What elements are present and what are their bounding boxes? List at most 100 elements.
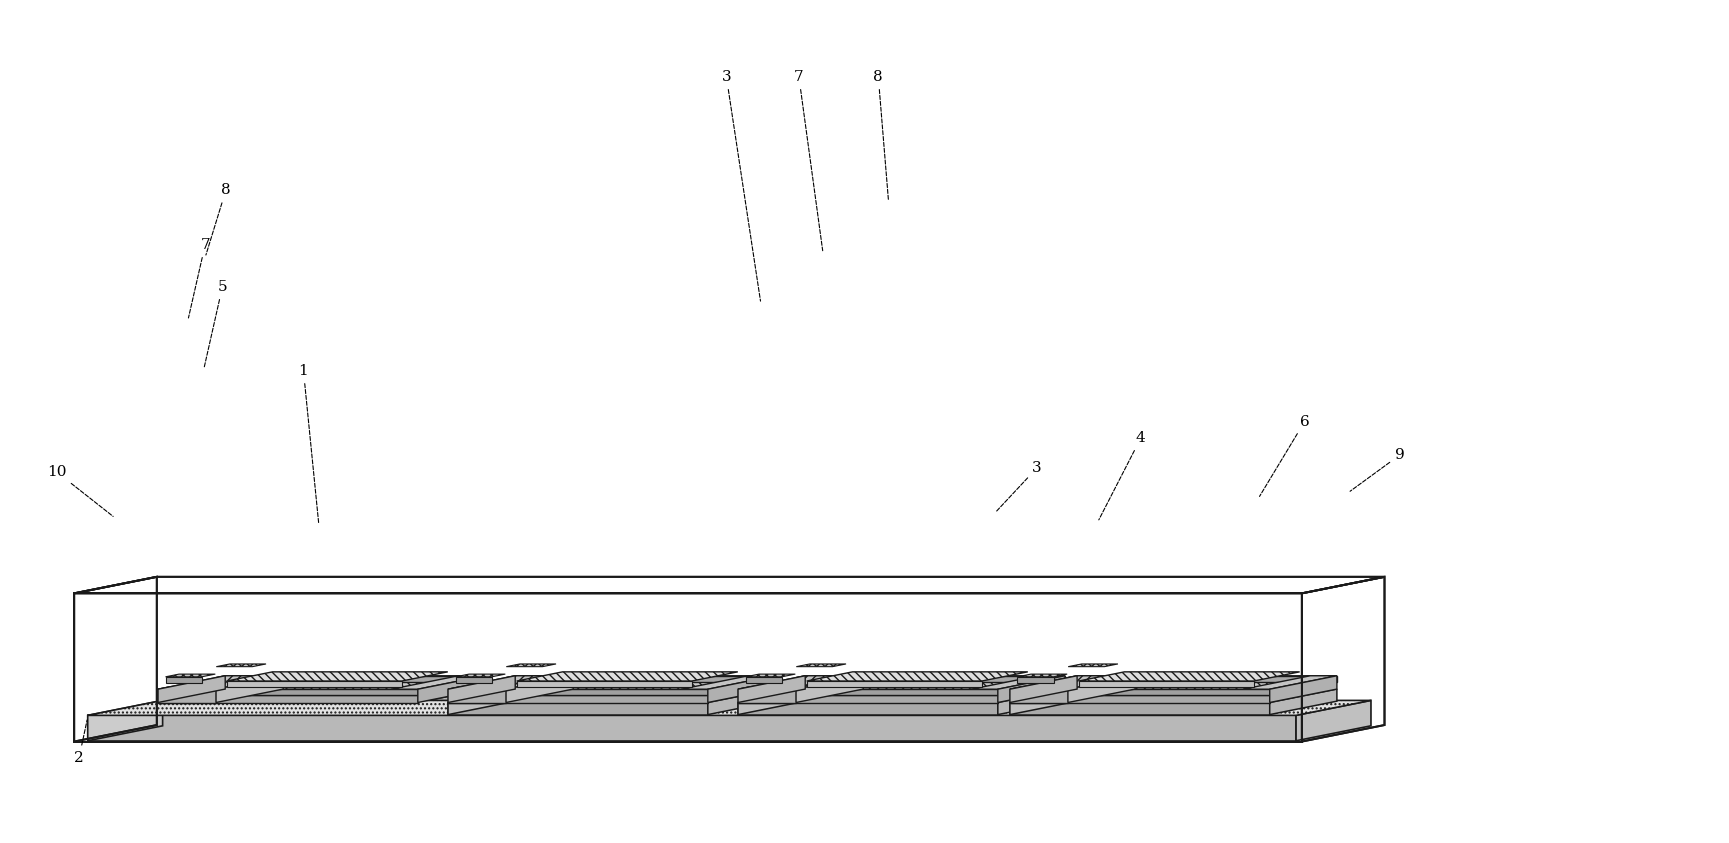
Polygon shape	[1243, 676, 1337, 690]
Text: 1: 1	[299, 364, 318, 524]
Polygon shape	[1297, 701, 1371, 741]
Polygon shape	[807, 672, 1027, 681]
Text: 3: 3	[996, 461, 1043, 512]
Text: 4: 4	[1100, 432, 1146, 520]
Polygon shape	[418, 689, 486, 715]
Polygon shape	[1010, 682, 1337, 695]
Polygon shape	[807, 681, 982, 687]
Polygon shape	[216, 664, 266, 667]
Polygon shape	[455, 674, 505, 677]
Polygon shape	[1067, 676, 1337, 678]
Polygon shape	[448, 689, 775, 702]
Polygon shape	[448, 676, 574, 690]
Polygon shape	[972, 676, 1065, 690]
Polygon shape	[806, 676, 1065, 682]
Polygon shape	[738, 682, 1065, 695]
Polygon shape	[795, 676, 1065, 678]
Polygon shape	[166, 674, 216, 677]
Polygon shape	[507, 664, 557, 667]
Text: 9: 9	[1350, 448, 1404, 491]
Polygon shape	[998, 689, 1065, 715]
Polygon shape	[738, 689, 806, 715]
Polygon shape	[448, 690, 707, 695]
Polygon shape	[738, 690, 795, 702]
Polygon shape	[157, 689, 225, 715]
Polygon shape	[1069, 676, 1136, 702]
Polygon shape	[738, 687, 1008, 690]
Polygon shape	[1010, 690, 1269, 695]
Polygon shape	[216, 676, 284, 702]
Polygon shape	[505, 676, 775, 678]
Polygon shape	[681, 676, 775, 690]
Polygon shape	[1017, 677, 1053, 683]
Polygon shape	[225, 676, 486, 682]
Polygon shape	[1010, 689, 1337, 702]
Text: 8: 8	[873, 70, 889, 201]
Polygon shape	[391, 676, 486, 690]
Polygon shape	[1010, 702, 1269, 715]
Polygon shape	[448, 687, 719, 690]
Polygon shape	[517, 672, 738, 681]
Polygon shape	[1069, 664, 1119, 667]
Text: 7: 7	[794, 70, 823, 250]
Polygon shape	[448, 682, 775, 695]
Polygon shape	[157, 687, 429, 690]
Polygon shape	[1010, 690, 1069, 702]
Polygon shape	[738, 689, 1065, 702]
Polygon shape	[738, 695, 998, 702]
Polygon shape	[745, 677, 782, 683]
Polygon shape	[738, 702, 998, 715]
Polygon shape	[707, 689, 775, 715]
Polygon shape	[1269, 689, 1337, 715]
Polygon shape	[157, 682, 486, 695]
Polygon shape	[797, 664, 845, 667]
Polygon shape	[1010, 687, 1281, 690]
Polygon shape	[448, 689, 515, 715]
Polygon shape	[738, 676, 806, 702]
Polygon shape	[517, 681, 692, 687]
Polygon shape	[448, 676, 515, 702]
Polygon shape	[507, 676, 574, 702]
Polygon shape	[214, 676, 486, 678]
Polygon shape	[448, 702, 707, 715]
Polygon shape	[157, 690, 216, 702]
Polygon shape	[226, 681, 401, 687]
Polygon shape	[88, 716, 1297, 741]
Polygon shape	[226, 672, 448, 681]
Polygon shape	[1010, 676, 1136, 690]
Text: 3: 3	[721, 70, 761, 301]
Polygon shape	[448, 690, 507, 702]
Text: 6: 6	[1259, 415, 1309, 497]
Polygon shape	[745, 674, 795, 677]
Polygon shape	[1010, 695, 1269, 702]
Polygon shape	[1079, 681, 1254, 687]
Polygon shape	[707, 676, 775, 702]
Text: 5: 5	[204, 280, 226, 368]
Text: 7: 7	[188, 238, 209, 318]
Polygon shape	[738, 676, 863, 690]
Polygon shape	[795, 676, 863, 702]
Polygon shape	[1079, 672, 1300, 681]
Polygon shape	[738, 690, 998, 695]
Polygon shape	[88, 701, 163, 741]
Text: 2: 2	[74, 720, 86, 765]
Polygon shape	[1017, 674, 1067, 677]
Polygon shape	[418, 676, 486, 702]
Polygon shape	[157, 689, 486, 702]
Polygon shape	[455, 677, 491, 683]
Polygon shape	[1269, 676, 1337, 702]
Polygon shape	[998, 676, 1065, 702]
Text: 8: 8	[206, 184, 230, 255]
Polygon shape	[1010, 676, 1077, 702]
Text: 10: 10	[47, 464, 112, 517]
Polygon shape	[88, 701, 1371, 716]
Polygon shape	[157, 695, 418, 702]
Polygon shape	[1077, 676, 1337, 682]
Polygon shape	[515, 676, 775, 682]
Polygon shape	[157, 676, 225, 702]
Polygon shape	[157, 690, 418, 695]
Polygon shape	[157, 702, 418, 715]
Polygon shape	[166, 677, 202, 683]
Polygon shape	[157, 676, 284, 690]
Polygon shape	[1010, 689, 1077, 715]
